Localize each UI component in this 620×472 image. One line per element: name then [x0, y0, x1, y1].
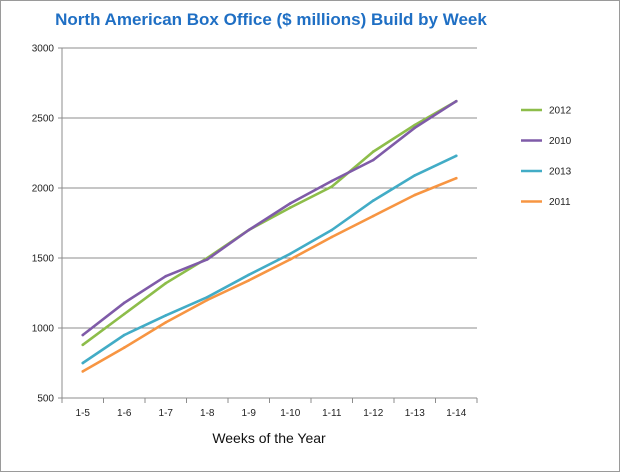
data-point-2011: [288, 258, 292, 261]
data-point-2010: [205, 258, 209, 261]
x-tick-label: 1-14: [446, 408, 466, 419]
data-point-2010: [81, 333, 85, 337]
axes: 500 1000 1500 2000 2500 3000 1-5 1-6 1-7 1-8 1-9 1-…: [32, 44, 478, 419]
data-point-2013: [371, 199, 375, 202]
legend-label-2010: 2010: [549, 136, 572, 147]
series-line-2012: [81, 99, 458, 347]
data-point-2010: [164, 274, 168, 278]
data-point-2013: [413, 174, 417, 177]
x-tick-label: 1-13: [405, 408, 425, 419]
y-tick-label: 1000: [32, 324, 55, 335]
data-point-2011: [81, 370, 85, 373]
x-tick-label: 1-9: [242, 408, 257, 419]
data-point-2010: [288, 202, 292, 205]
data-point-2012: [122, 312, 126, 316]
series-line-2010: [81, 99, 458, 337]
x-axis-title: Weeks of the Year: [212, 430, 326, 446]
x-tick-label: 1-5: [76, 408, 91, 419]
data-point-2012: [164, 281, 168, 285]
data-point-2011: [122, 346, 126, 349]
data-point-2013: [288, 252, 292, 256]
data-point-2012: [371, 150, 375, 153]
data-point-2010: [247, 228, 251, 232]
data-point-2013: [205, 295, 209, 299]
x-tick-label: 1-12: [363, 408, 383, 419]
data-point-2011: [330, 235, 334, 239]
chart-title: North American Box Office ($ millions) B…: [55, 10, 487, 29]
x-tick-label: 1-7: [159, 408, 174, 419]
data-point-2010: [454, 99, 458, 103]
data-point-2010: [413, 126, 417, 130]
x-tick-label: 1-10: [280, 408, 300, 419]
y-tick-label: 2500: [32, 114, 55, 125]
data-point-2010: [122, 301, 126, 305]
data-point-2013: [247, 273, 251, 277]
series-lines: [81, 99, 458, 373]
y-tick-label: 2000: [32, 184, 55, 195]
legend: 2012 2010 2013 2011: [521, 106, 572, 208]
legend-label-2011: 2011: [549, 197, 571, 208]
legend-label-2012: 2012: [549, 106, 572, 117]
data-point-2011: [247, 279, 251, 282]
y-tick-label: 3000: [32, 44, 55, 55]
data-point-2011: [164, 321, 168, 324]
y-tick-label: 1500: [32, 254, 55, 265]
data-point-2011: [371, 214, 375, 218]
x-tick-label: 1-11: [322, 408, 342, 419]
series-line-2011: [81, 176, 458, 373]
legend-label-2013: 2013: [549, 167, 572, 178]
series-line-2013: [81, 154, 458, 365]
data-point-2012: [330, 185, 334, 188]
x-tick-label: 1-6: [117, 408, 132, 419]
data-point-2011: [454, 176, 458, 180]
gridlines: [62, 47, 477, 329]
data-point-2011: [205, 298, 209, 302]
data-point-2013: [164, 314, 168, 317]
data-point-2010: [371, 158, 375, 162]
x-tick-label: 1-8: [200, 408, 215, 419]
data-point-2013: [81, 361, 85, 365]
data-point-2012: [413, 123, 417, 127]
data-point-2012: [288, 206, 292, 209]
data-point-2013: [122, 333, 126, 337]
data-point-2013: [454, 154, 458, 158]
data-point-2013: [330, 228, 334, 232]
y-tick-label: 500: [37, 394, 54, 405]
data-point-2010: [330, 179, 334, 183]
data-point-2012: [81, 343, 85, 347]
data-point-2011: [413, 193, 417, 197]
